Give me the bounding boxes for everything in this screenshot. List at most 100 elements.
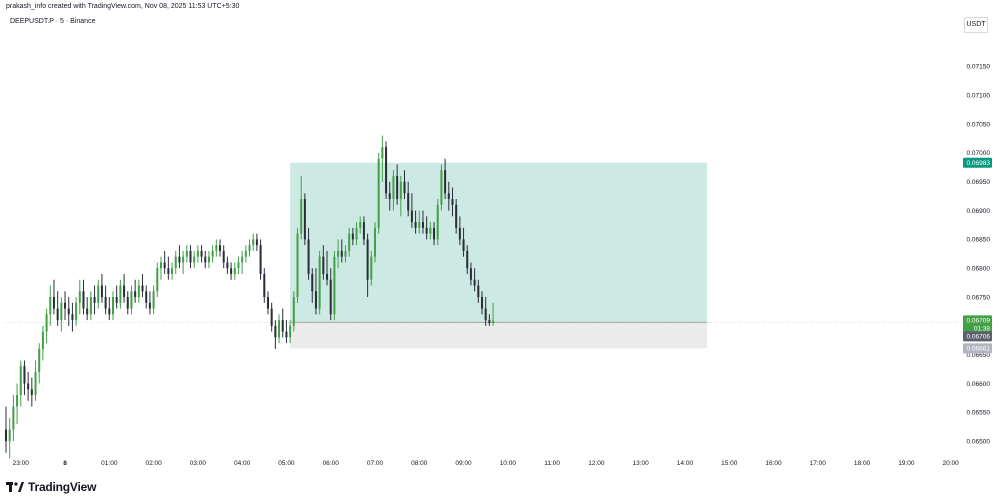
- candle: [458, 216, 461, 246]
- candle: [252, 233, 255, 251]
- candle: [30, 377, 33, 407]
- candle-body: [421, 222, 424, 228]
- candle-body: [41, 331, 44, 349]
- candle: [421, 210, 424, 234]
- candle: [492, 302, 495, 326]
- price-tick-label: 0.06900: [967, 208, 991, 215]
- candle-body: [292, 297, 295, 326]
- candle: [100, 273, 103, 303]
- candle-body: [123, 285, 126, 298]
- candle-body: [193, 256, 196, 263]
- candle-body: [207, 256, 210, 263]
- last-price-text: 0.06709: [967, 317, 991, 324]
- time-tick-label: 13:00: [633, 460, 650, 467]
- last-price-tag-bg: [963, 315, 992, 335]
- candle: [215, 239, 218, 257]
- candle: [89, 291, 92, 321]
- candle: [462, 227, 465, 257]
- candle-body: [410, 210, 413, 223]
- candle-body: [8, 429, 11, 442]
- currency-selector[interactable]: USDT: [964, 17, 988, 33]
- target-price-tag-bg: [963, 157, 992, 168]
- target-price-tag: 0.06983: [963, 157, 992, 168]
- candle-body: [274, 325, 277, 338]
- time-tick-label: 23:00: [13, 460, 30, 467]
- candle: [436, 199, 439, 246]
- candle-body: [226, 262, 229, 269]
- time-tick-label: 14:00: [677, 460, 694, 467]
- candle-body: [78, 291, 81, 303]
- price-tick-label: 0.07100: [967, 93, 991, 100]
- candle: [130, 285, 133, 315]
- candle: [314, 268, 317, 315]
- candle: [185, 245, 188, 263]
- candle-body: [473, 279, 476, 286]
- candle: [119, 279, 122, 309]
- candle-body: [278, 320, 281, 338]
- bar-countdown-text: 01:38: [974, 325, 991, 332]
- time-tick-label: 8: [63, 460, 67, 467]
- candle: [134, 279, 137, 303]
- candle: [156, 262, 159, 298]
- tradingview-branding: TradingView: [6, 479, 96, 495]
- candle: [414, 210, 417, 234]
- tradingview-wordmark: TradingView: [28, 480, 97, 494]
- candle-body: [255, 239, 258, 246]
- stop-price-tag-bg: [963, 343, 992, 354]
- time-tick-label: 04:00: [234, 460, 251, 467]
- price-tick-label: 0.06650: [967, 352, 991, 359]
- time-tick-label: 18:00: [854, 460, 871, 467]
- candle: [49, 285, 52, 326]
- target-price-tag-text: 0.06983: [967, 160, 991, 167]
- candle-body: [93, 297, 96, 303]
- price-tick-label: 0.06950: [967, 179, 991, 186]
- candle: [148, 291, 151, 315]
- symbol-title[interactable]: DEEPUSDT.P · 5 · Binance: [10, 18, 96, 25]
- candle: [333, 250, 336, 321]
- candle: [163, 250, 166, 274]
- candle: [429, 222, 432, 240]
- candle-body: [19, 366, 22, 396]
- candle: [93, 285, 96, 315]
- candle-body: [237, 262, 240, 269]
- candle-body: [119, 285, 122, 303]
- candle: [480, 291, 484, 315]
- candle: [8, 418, 11, 459]
- candle-body: [366, 239, 369, 280]
- candle-body: [141, 285, 144, 292]
- candle-body: [355, 227, 358, 240]
- candle-body: [248, 245, 251, 251]
- candle-body: [270, 308, 273, 326]
- price-tick-label: 0.07050: [967, 121, 991, 128]
- candle: [285, 320, 288, 344]
- candle-body: [174, 256, 177, 269]
- candle-body: [222, 250, 225, 263]
- candle: [289, 320, 292, 344]
- candle: [477, 279, 480, 303]
- candle-body: [60, 302, 63, 321]
- candle-body: [111, 297, 115, 315]
- time-tick-label: 08:00: [411, 460, 428, 467]
- candle: [388, 181, 391, 211]
- candle-body: [337, 250, 340, 257]
- entry-price-tag-text: 0.06706: [967, 334, 991, 341]
- candle: [466, 245, 469, 274]
- candle-body: [322, 256, 325, 274]
- candle-body: [296, 233, 299, 298]
- candle-body: [307, 239, 310, 274]
- candle-body: [311, 273, 314, 292]
- candle-body: [469, 268, 472, 280]
- candle-body: [219, 245, 222, 251]
- candle-body: [178, 256, 181, 263]
- candle: [370, 250, 373, 286]
- price-tick-label: 0.07000: [967, 150, 991, 157]
- price-tick-label: 0.06550: [967, 410, 991, 417]
- candle-body: [385, 147, 388, 194]
- candle-body: [340, 250, 343, 257]
- candle: [274, 320, 277, 349]
- candle: [167, 256, 170, 280]
- candle-body: [396, 175, 399, 200]
- candle: [410, 193, 413, 228]
